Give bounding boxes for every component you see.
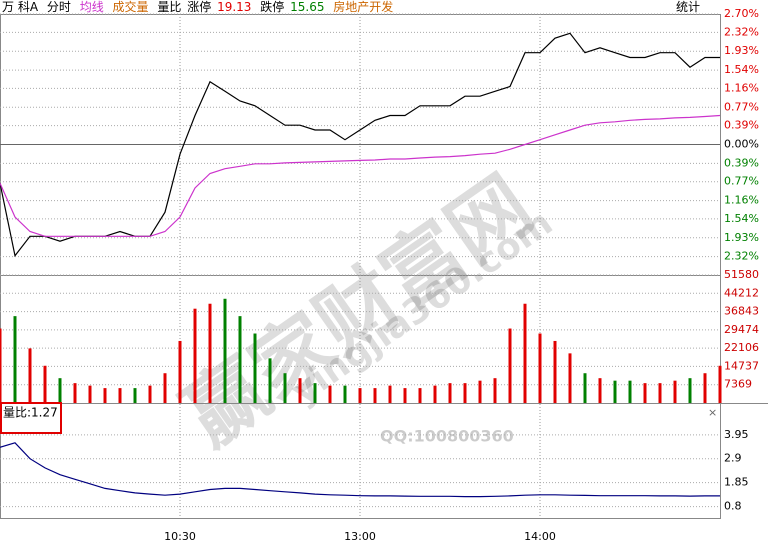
volume-bar bbox=[43, 365, 47, 403]
volume-bar bbox=[343, 385, 347, 403]
watermark: QQ:100800360 bbox=[380, 427, 514, 446]
volume-bar bbox=[568, 353, 572, 403]
volume-bar bbox=[0, 328, 2, 403]
volume-bar bbox=[298, 378, 302, 403]
y-tick-label: 1.93% bbox=[724, 44, 759, 57]
volume-bar bbox=[478, 380, 482, 403]
industry: 房地产开发 bbox=[333, 0, 394, 14]
y-tick-label: 14737 bbox=[724, 359, 759, 372]
y-tick-label: 1.93% bbox=[724, 231, 759, 244]
stock-name[interactable]: 万 科A bbox=[2, 0, 39, 14]
volume-bar bbox=[283, 373, 287, 403]
volume-bar bbox=[268, 358, 272, 403]
y-tick-label: 0.77% bbox=[724, 175, 759, 188]
line bbox=[0, 442, 720, 498]
volume-bar bbox=[358, 388, 362, 403]
volume-bar bbox=[328, 385, 332, 403]
volume-bar bbox=[193, 308, 197, 403]
line bbox=[0, 114, 721, 237]
y-tick-label: 44212 bbox=[724, 286, 759, 299]
volume-bar bbox=[148, 385, 152, 403]
line bbox=[0, 32, 720, 258]
limit-up: 19.13 bbox=[217, 0, 252, 14]
tab[interactable]: 成交量 bbox=[112, 0, 149, 14]
volume-bar bbox=[448, 383, 452, 403]
volume-bar bbox=[88, 385, 92, 403]
volume-bar bbox=[403, 388, 407, 403]
y-tick-label: 0.39% bbox=[724, 119, 759, 132]
volume-bar bbox=[463, 383, 467, 403]
volume-bar bbox=[538, 333, 542, 403]
volume-bar bbox=[73, 383, 77, 403]
volume-bar bbox=[553, 340, 557, 403]
volume-bar bbox=[103, 388, 107, 403]
y-tick-label: 22106 bbox=[724, 341, 759, 354]
ratio-title: 量比:1.27 bbox=[3, 406, 58, 420]
y-tick-label: 1.16% bbox=[724, 81, 759, 94]
header: 万 科A 分时 均线 成交量 量比 涨停 19.13 跌停 15.65 房地产开… bbox=[2, 0, 398, 14]
volume-bar bbox=[388, 385, 392, 403]
volume-bar bbox=[673, 380, 677, 403]
volume-bar bbox=[133, 388, 137, 403]
y-tick-label: 3.95 bbox=[724, 428, 749, 441]
volume-bar bbox=[313, 383, 317, 403]
volume-bar bbox=[223, 298, 227, 403]
tab[interactable]: 均线 bbox=[79, 0, 104, 14]
x-tick-label: 13:00 bbox=[344, 530, 376, 543]
close-button[interactable]: × bbox=[708, 406, 717, 419]
volume-bar bbox=[118, 388, 122, 403]
volume-bar bbox=[58, 378, 62, 403]
y-tick-label: 1.54% bbox=[724, 63, 759, 76]
volume-bar bbox=[628, 380, 632, 403]
x-tick-label: 10:30 bbox=[164, 530, 196, 543]
y-tick-label: 2.70% bbox=[724, 7, 759, 20]
y-tick-label: 1.16% bbox=[724, 194, 759, 207]
highlight-box bbox=[0, 402, 62, 434]
volume-bar bbox=[253, 333, 257, 403]
y-tick-label: 51580 bbox=[724, 268, 759, 281]
volume-bar bbox=[703, 373, 707, 403]
y-tick-label: 0.8 bbox=[724, 500, 742, 513]
tab[interactable]: 量比 bbox=[157, 0, 182, 14]
volume-bar bbox=[643, 383, 647, 403]
volume-bar bbox=[208, 303, 212, 403]
volume-bar bbox=[418, 388, 422, 403]
y-tick-label: 1.85 bbox=[724, 476, 749, 489]
volume-bar bbox=[433, 385, 437, 403]
y-tick-label: 7369 bbox=[724, 378, 752, 391]
y-tick-label: 1.54% bbox=[724, 212, 759, 225]
volume-bar bbox=[613, 380, 617, 403]
limit-down: 15.65 bbox=[290, 0, 325, 14]
volume-bar bbox=[238, 316, 242, 403]
limit-up-label: 涨停 bbox=[187, 0, 212, 14]
y-tick-label: 0.00% bbox=[724, 138, 759, 151]
volume-bar bbox=[178, 340, 182, 403]
y-tick-label: 0.39% bbox=[724, 156, 759, 169]
volume-bar bbox=[583, 373, 587, 403]
volume-bar bbox=[508, 328, 512, 403]
y-tick-label: 29474 bbox=[724, 323, 759, 336]
volume-bar bbox=[658, 383, 662, 403]
volume-bar bbox=[718, 365, 722, 403]
volume-bar bbox=[493, 378, 497, 403]
y-tick-label: 2.9 bbox=[724, 452, 742, 465]
volume-bar bbox=[13, 316, 17, 403]
y-tick-label: 2.32% bbox=[724, 25, 759, 38]
x-tick-label: 14:00 bbox=[524, 530, 556, 543]
y-tick-label: 36843 bbox=[724, 305, 759, 318]
volume-bar bbox=[688, 378, 692, 403]
volume-bar bbox=[373, 388, 377, 403]
volume-bar bbox=[523, 303, 527, 403]
limit-down-label: 跌停 bbox=[260, 0, 285, 14]
volume-bar bbox=[28, 348, 32, 403]
tab[interactable]: 分时 bbox=[46, 0, 71, 14]
volume-bar bbox=[163, 373, 167, 403]
y-tick-label: 0.77% bbox=[724, 100, 759, 113]
y-tick-label: 2.32% bbox=[724, 250, 759, 263]
volume-bar bbox=[598, 378, 602, 403]
stats-button[interactable]: 统计 bbox=[676, 0, 701, 14]
